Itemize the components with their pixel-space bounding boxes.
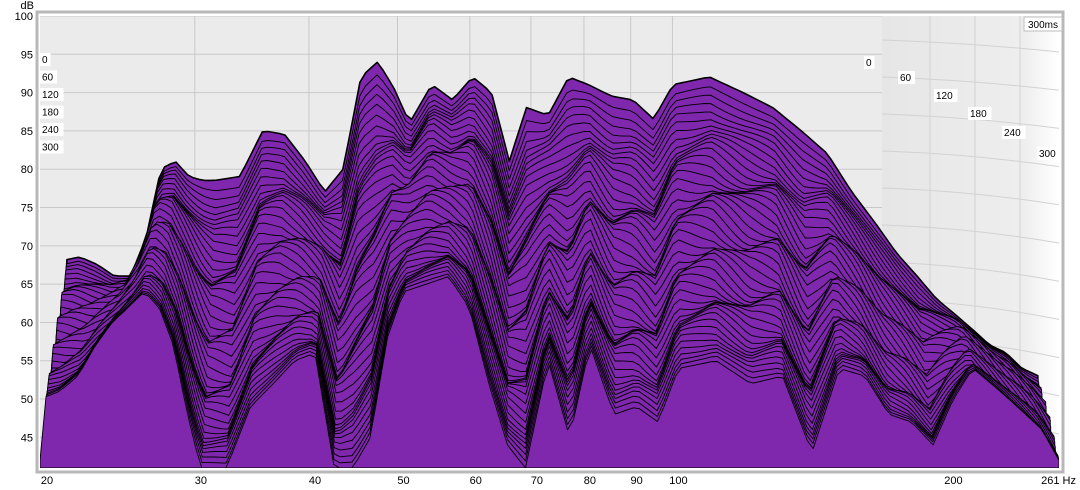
side-wall-grid bbox=[881, 150, 1059, 168]
y-tick-label: 65 bbox=[21, 279, 33, 291]
x-tick-label: 90 bbox=[631, 475, 643, 487]
y-tick-label: 55 bbox=[21, 356, 33, 368]
time-tick-box bbox=[1002, 126, 1026, 139]
time-tick-box bbox=[40, 70, 57, 84]
time-tick-box bbox=[40, 123, 64, 136]
time-tick-label: 60 bbox=[900, 73, 912, 84]
x-tick-label: 60 bbox=[470, 475, 482, 487]
x-tick-label: 20 bbox=[41, 475, 53, 487]
time-tick-box bbox=[40, 140, 64, 154]
time-tick-label: 120 bbox=[936, 91, 953, 102]
x-tick-label: 200 bbox=[944, 475, 962, 487]
y-axis-label: dB bbox=[21, 0, 34, 12]
x-tick-label: 30 bbox=[195, 475, 207, 487]
y-tick-label: 60 bbox=[21, 317, 33, 329]
time-axis-badge bbox=[1023, 16, 1063, 32]
y-tick-label: 85 bbox=[21, 126, 33, 138]
x-tick-label: 80 bbox=[584, 475, 596, 487]
y-tick-label: 75 bbox=[21, 203, 33, 215]
time-tick-label: 180 bbox=[970, 109, 987, 120]
time-axis-label: 300ms bbox=[1028, 20, 1058, 31]
y-tick-labels: 45 50 55 60 65 70 75 80 85 90 95 100 bbox=[15, 11, 33, 444]
waterfall-slice bbox=[40, 276, 1059, 468]
time-tick-label: 240 bbox=[42, 125, 59, 136]
side-wall-grid bbox=[881, 187, 1059, 206]
time-tick-label: 180 bbox=[42, 108, 59, 119]
side-wall-grid bbox=[881, 224, 1059, 244]
time-tick-label: 300 bbox=[42, 143, 59, 154]
time-tick-box bbox=[40, 53, 51, 66]
x-tick-label: 70 bbox=[531, 475, 543, 487]
time-tick-label: 0 bbox=[866, 58, 872, 69]
y-tick-label: 45 bbox=[21, 432, 33, 444]
time-tick-box bbox=[40, 105, 64, 119]
time-tick-box bbox=[968, 107, 992, 120]
y-tick-label: 90 bbox=[21, 88, 33, 100]
time-tick-label: 60 bbox=[42, 73, 54, 84]
x-tick-label: 40 bbox=[309, 475, 321, 487]
x-tick-labels: 20 30 40 50 60 70 80 90 100 200 261 Hz bbox=[41, 475, 1076, 487]
x-tick-label: 50 bbox=[397, 475, 409, 487]
time-tick-box bbox=[864, 56, 875, 69]
time-ticks-left: 0 60 120 180 240 300 bbox=[40, 53, 64, 154]
waterfall-slices bbox=[40, 61, 1059, 468]
y-tick-label: 80 bbox=[21, 164, 33, 176]
plot-frame bbox=[35, 10, 1065, 474]
time-tick-label: 240 bbox=[1004, 128, 1021, 139]
time-tick-label: 300 bbox=[1039, 149, 1056, 160]
x-tick-label: 261 Hz bbox=[1041, 475, 1076, 487]
time-tick-box bbox=[40, 88, 64, 101]
time-tick-box bbox=[1037, 147, 1061, 160]
x-tick-label: 100 bbox=[669, 475, 687, 487]
time-ticks-right: 0 60 120 180 240 300 bbox=[864, 56, 1061, 160]
time-tick-label: 120 bbox=[42, 90, 59, 101]
y-tick-label: 100 bbox=[15, 11, 33, 23]
side-wall-grid bbox=[881, 39, 1059, 53]
y-tick-label: 95 bbox=[21, 49, 33, 61]
time-tick-box bbox=[934, 89, 958, 102]
time-tick-box bbox=[898, 71, 915, 84]
y-tick-label: 70 bbox=[21, 241, 33, 253]
y-tick-label: 50 bbox=[21, 394, 33, 406]
time-tick-label: 0 bbox=[42, 55, 48, 66]
